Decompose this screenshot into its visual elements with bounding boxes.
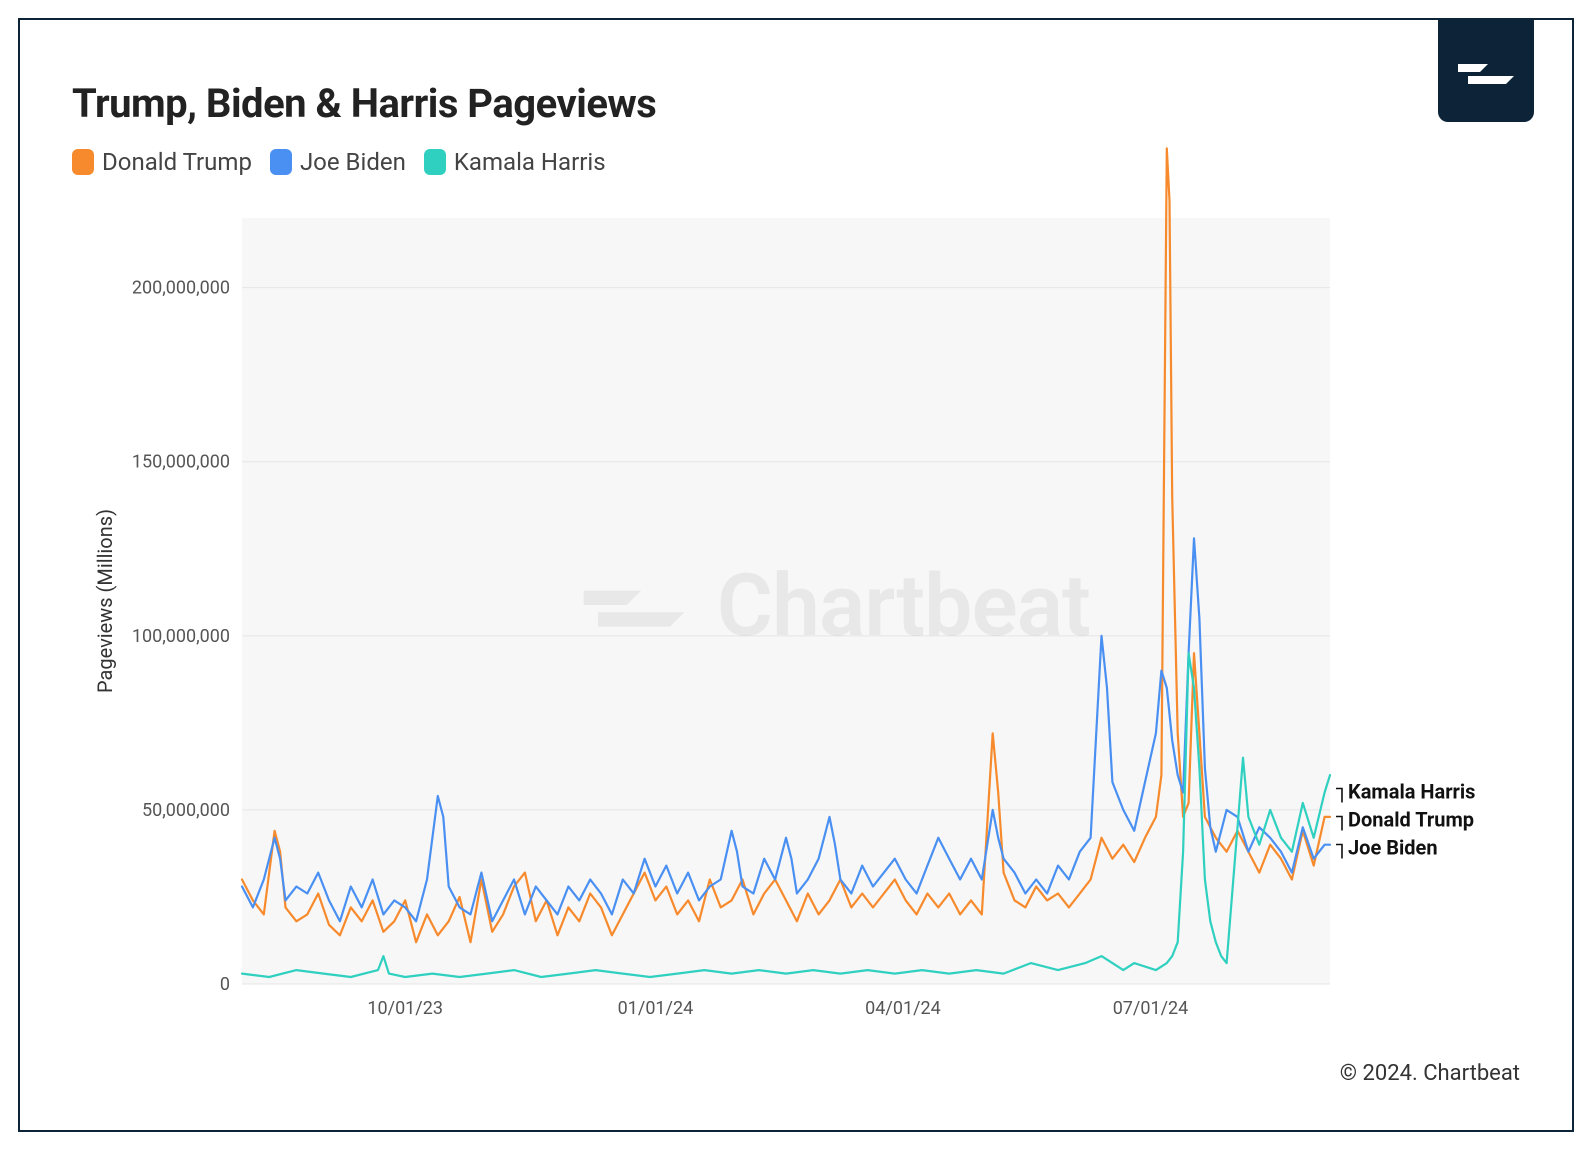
- y-tick-label: 50,000,000: [142, 800, 230, 821]
- y-axis-label: Pageviews (Millions): [93, 509, 117, 693]
- plot-background: [242, 218, 1330, 984]
- chart-title: Trump, Biden & Harris Pageviews: [72, 80, 656, 127]
- chart-area: 0 50,000,000 100,000,000 150,000,000 200,000…: [72, 208, 1520, 1034]
- legend: Donald Trump Joe Biden Kamala Harris: [72, 148, 606, 176]
- end-label: Kamala Harris: [1348, 780, 1475, 804]
- y-tick-label: 100,000,000: [132, 626, 230, 647]
- end-label-tick: [1336, 817, 1342, 831]
- end-label-tick: [1336, 845, 1342, 859]
- legend-item: Joe Biden: [270, 148, 406, 176]
- brand-badge: [1438, 18, 1534, 122]
- outer-frame: Trump, Biden & Harris Pageviews Donald T…: [0, 0, 1592, 1150]
- x-tick-label: 01/01/24: [618, 998, 694, 1019]
- legend-swatch: [72, 149, 94, 175]
- end-label-tick: [1336, 789, 1342, 803]
- legend-label: Kamala Harris: [454, 148, 606, 176]
- y-tick-label: 0: [220, 974, 230, 995]
- copyright-text: © 2024. Chartbeat: [1340, 1061, 1520, 1086]
- end-label: Joe Biden: [1348, 836, 1438, 860]
- chart-svg: 0 50,000,000 100,000,000 150,000,000 200,000…: [72, 208, 1520, 1034]
- legend-swatch: [270, 149, 292, 175]
- y-tick-label: 200,000,000: [132, 278, 230, 299]
- legend-label: Joe Biden: [300, 148, 406, 176]
- chartbeat-logo-icon: [1458, 50, 1514, 90]
- legend-item: Kamala Harris: [424, 148, 606, 176]
- end-label: Donald Trump: [1348, 808, 1474, 832]
- chart-card: Trump, Biden & Harris Pageviews Donald T…: [18, 18, 1574, 1132]
- legend-swatch: [424, 149, 446, 175]
- y-tick-label: 150,000,000: [132, 452, 230, 473]
- x-tick-label: 04/01/24: [865, 998, 941, 1019]
- x-tick-label: 07/01/24: [1113, 998, 1189, 1019]
- x-tick-label: 10/01/23: [367, 998, 443, 1019]
- legend-label: Donald Trump: [102, 148, 252, 176]
- legend-item: Donald Trump: [72, 148, 252, 176]
